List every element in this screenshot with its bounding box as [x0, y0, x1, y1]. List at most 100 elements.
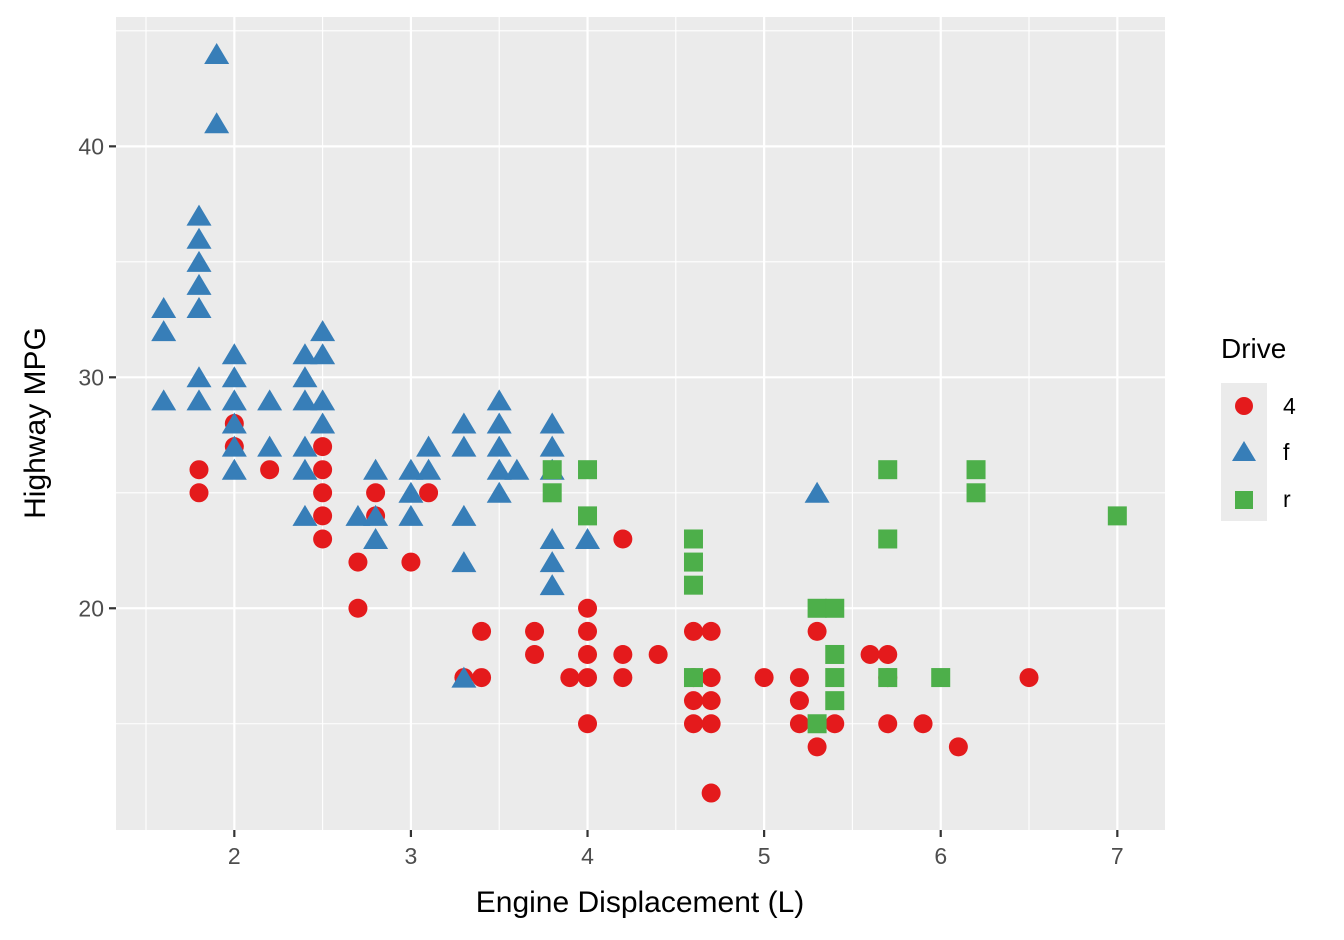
point-square-r — [825, 598, 845, 618]
point-triangle-f — [257, 389, 283, 411]
point-triangle-f — [804, 481, 830, 503]
grid-major — [116, 17, 1165, 830]
point-square-r — [683, 668, 703, 688]
point-circle-4 — [313, 529, 333, 549]
point-square-r — [807, 598, 827, 618]
point-square-r — [878, 460, 898, 480]
point-circle-4 — [701, 668, 721, 688]
point-circle-4 — [789, 668, 809, 688]
point-circle-4 — [313, 483, 333, 503]
point-square-r — [825, 668, 845, 688]
point-triangle-f — [221, 389, 247, 411]
point-circle-4 — [948, 737, 968, 757]
point-circle-4 — [578, 714, 598, 734]
point-triangle-f — [310, 343, 336, 365]
point-triangle-f — [292, 343, 318, 365]
point-circle-4 — [807, 737, 827, 757]
point-triangle-f — [486, 481, 512, 503]
point-triangle-f — [363, 527, 389, 549]
point-triangle-f — [221, 435, 247, 457]
point-circle-4 — [701, 621, 721, 641]
point-square-r — [1107, 506, 1127, 526]
legend-square-icon — [1235, 491, 1253, 509]
point-square-r — [542, 460, 562, 480]
point-triangle-f — [310, 412, 336, 434]
legend-circle-icon — [1235, 397, 1253, 415]
point-triangle-f — [539, 574, 565, 596]
point-triangle-f — [486, 389, 512, 411]
point-circle-4 — [313, 506, 333, 526]
point-triangle-f — [345, 504, 371, 526]
point-circle-4 — [366, 483, 386, 503]
legend-title: Drive — [1221, 333, 1286, 364]
point-triangle-f — [292, 504, 318, 526]
point-circle-4 — [613, 529, 633, 549]
point-circle-4 — [578, 598, 598, 618]
point-square-r — [807, 714, 827, 734]
point-triangle-f — [539, 412, 565, 434]
point-triangle-f — [151, 389, 177, 411]
data-points — [151, 42, 1127, 803]
point-circle-4 — [683, 714, 703, 734]
y-axis-title: Highway MPG — [19, 327, 52, 519]
legend-label-4: 4 — [1283, 393, 1296, 419]
point-square-r — [825, 691, 845, 711]
point-circle-4 — [313, 460, 333, 480]
point-triangle-f — [186, 297, 212, 319]
point-triangle-f — [363, 504, 389, 526]
point-circle-4 — [348, 598, 368, 618]
point-triangle-f — [151, 297, 177, 319]
point-triangle-f — [292, 458, 318, 480]
point-triangle-f — [539, 527, 565, 549]
point-triangle-f — [416, 435, 442, 457]
point-circle-4 — [472, 621, 492, 641]
point-circle-4 — [525, 621, 545, 641]
point-circle-4 — [189, 483, 209, 503]
point-square-r — [931, 668, 951, 688]
x-tick-label: 3 — [405, 843, 418, 869]
point-circle-4 — [348, 552, 368, 572]
point-circle-4 — [189, 460, 209, 480]
point-triangle-f — [539, 551, 565, 573]
y-axis: 20 30 40 — [78, 133, 116, 621]
point-square-r — [683, 575, 703, 595]
point-triangle-f — [186, 204, 212, 226]
point-triangle-f — [398, 458, 424, 480]
point-square-r — [578, 460, 598, 480]
point-triangle-f — [539, 435, 565, 457]
point-triangle-f — [310, 389, 336, 411]
point-circle-4 — [560, 668, 580, 688]
point-triangle-f — [221, 366, 247, 388]
point-triangle-f — [486, 412, 512, 434]
grid-minor — [116, 17, 1165, 830]
point-circle-4 — [789, 691, 809, 711]
point-triangle-f — [486, 435, 512, 457]
point-square-r — [578, 506, 598, 526]
point-triangle-f — [186, 250, 212, 272]
x-tick-label: 7 — [1111, 843, 1124, 869]
legend-label-r: r — [1283, 486, 1291, 512]
legend-triangle-icon — [1232, 441, 1256, 461]
point-circle-4 — [613, 668, 633, 688]
y-tick-label: 40 — [78, 133, 104, 159]
point-circle-4 — [789, 714, 809, 734]
point-circle-4 — [683, 691, 703, 711]
x-tick-label: 5 — [758, 843, 771, 869]
point-circle-4 — [913, 714, 933, 734]
point-triangle-f — [451, 551, 477, 573]
point-square-r — [683, 529, 703, 549]
point-triangle-f — [257, 435, 283, 457]
point-circle-4 — [878, 644, 898, 664]
point-triangle-f — [363, 458, 389, 480]
point-square-r — [966, 460, 986, 480]
point-triangle-f — [486, 458, 512, 480]
point-triangle-f — [204, 42, 230, 64]
point-circle-4 — [701, 783, 721, 803]
point-circle-4 — [313, 437, 333, 457]
point-circle-4 — [260, 460, 280, 480]
x-tick-label: 4 — [581, 843, 594, 869]
point-triangle-f — [151, 320, 177, 342]
point-circle-4 — [701, 714, 721, 734]
point-circle-4 — [807, 621, 827, 641]
